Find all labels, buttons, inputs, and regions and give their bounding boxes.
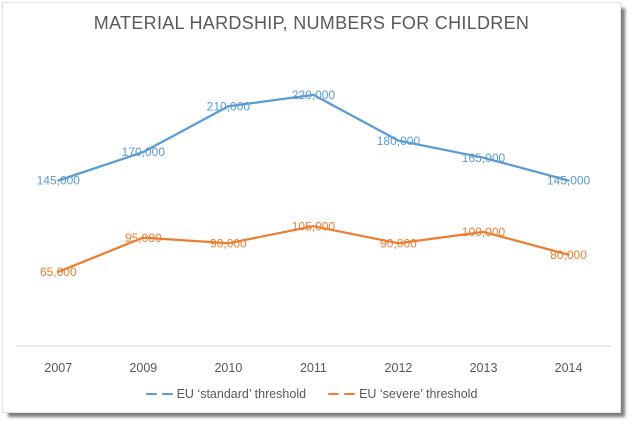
legend-item-standard-threshold: EU ‘standard’ threshold: [145, 387, 307, 401]
series-line: [57, 93, 570, 182]
chart-frame: [2, 2, 621, 413]
legend: EU ‘standard’ threshold EU ‘severe’ thre…: [2, 387, 621, 401]
legend-line-dash-icon: [344, 392, 356, 396]
legend-item-label: EU ‘standard’ threshold: [176, 387, 307, 401]
x-axis-tick-label: 2011: [300, 361, 327, 375]
x-axis-tick-label: 2013: [470, 361, 498, 375]
legend-line-dash-icon: [161, 392, 173, 396]
series-line: [57, 225, 570, 273]
x-axis-tick-label: 2012: [385, 361, 413, 375]
x-axis-tick-label: 2010: [214, 361, 242, 375]
chart-title: MATERIAL HARDSHIP, NUMBERS FOR CHILDREN: [93, 13, 530, 33]
series-eu-standard-threshold: 145,000170,000210,000220,000180,000165,0…: [37, 88, 591, 188]
legend-item-label: EU ‘severe’ threshold: [359, 387, 478, 401]
legend-line-dash-icon: [145, 392, 157, 396]
x-axis-tick-label: 2009: [129, 361, 157, 375]
x-axis-tick-label: 2014: [555, 361, 583, 375]
legend-line-dash-icon: [328, 392, 340, 396]
x-axis-tick-label: 2007: [44, 361, 72, 375]
legend-item-severe-threshold: EU ‘severe’ threshold: [328, 387, 477, 401]
